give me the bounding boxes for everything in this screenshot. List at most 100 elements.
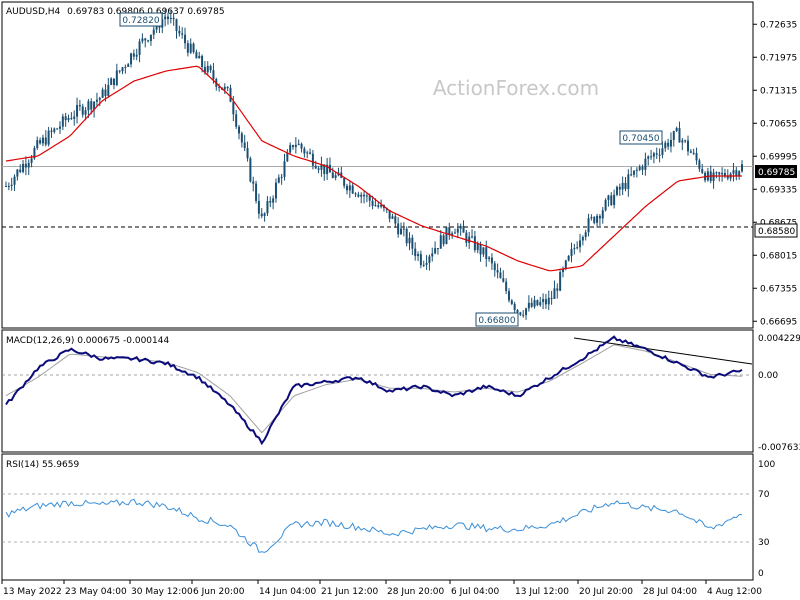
candle-body xyxy=(570,249,573,256)
candle-body xyxy=(124,66,127,68)
candle xyxy=(263,212,266,222)
candle-body xyxy=(701,168,704,173)
candle xyxy=(44,130,47,147)
candle xyxy=(348,181,351,198)
candle-body xyxy=(419,254,422,266)
candle xyxy=(50,127,53,139)
candle-body xyxy=(718,172,721,175)
candle-body xyxy=(735,170,738,176)
candle xyxy=(149,34,152,46)
candle xyxy=(13,174,16,192)
candle xyxy=(7,182,10,191)
candle-body xyxy=(354,193,357,195)
candle xyxy=(618,183,621,196)
candle xyxy=(462,220,465,233)
time-tick-label: 6 Jun 20:00 xyxy=(193,587,245,597)
candles xyxy=(5,8,743,320)
time-tick-label: 21 Jun 12:00 xyxy=(321,587,378,597)
support-level-tag: 0.68580 xyxy=(754,223,798,238)
candle xyxy=(209,64,212,73)
candle-body xyxy=(627,174,630,190)
support-level-text: 0.68580 xyxy=(758,227,795,237)
symbol-timeframe: AUDUSD,H4 xyxy=(6,7,61,17)
candle xyxy=(726,169,729,181)
candle xyxy=(397,217,400,238)
candle-body xyxy=(277,177,280,183)
candle-body xyxy=(658,154,661,156)
candle-body xyxy=(104,89,107,96)
candle-body xyxy=(567,255,570,261)
candle xyxy=(576,241,579,250)
candle xyxy=(607,194,610,207)
candle-body xyxy=(468,236,471,243)
price-tick-label: 0.69335 xyxy=(760,185,797,195)
candle xyxy=(64,112,67,127)
candle xyxy=(721,167,724,182)
time-tick-label: 14 Jun 04:00 xyxy=(259,587,316,597)
candle xyxy=(238,124,241,140)
candle xyxy=(561,266,564,278)
candle-body xyxy=(613,194,616,206)
candle xyxy=(130,52,133,68)
candle xyxy=(229,84,232,103)
candle-body xyxy=(260,213,263,216)
candle-body xyxy=(178,30,181,34)
candle xyxy=(493,260,496,277)
candle-body xyxy=(667,142,670,147)
candle xyxy=(181,27,184,39)
candle xyxy=(240,131,243,148)
candle xyxy=(615,185,618,197)
candle-body xyxy=(641,166,644,170)
candle xyxy=(584,229,587,241)
candle xyxy=(112,78,115,90)
candle xyxy=(323,164,326,181)
candle-body xyxy=(664,142,667,149)
rsi-label: RSI(14) 55.9659 xyxy=(6,460,79,470)
candle xyxy=(715,171,718,179)
candle xyxy=(357,191,360,198)
candle-body xyxy=(715,172,718,174)
time-tick-label: 28 Jul 04:00 xyxy=(643,587,697,597)
price-tick-label: 0.70655 xyxy=(760,119,797,129)
candle-body xyxy=(723,172,726,177)
candle-body xyxy=(283,161,286,177)
candle-body xyxy=(30,158,33,163)
candle-body xyxy=(95,99,98,102)
candle-body xyxy=(203,67,206,73)
candle-body xyxy=(130,53,133,65)
candle-body xyxy=(377,205,380,207)
candle-body xyxy=(391,216,394,219)
symbol-header: AUDUSD,H4 0.69783 0.69806 0.69637 0.6978… xyxy=(6,7,225,17)
candle xyxy=(132,49,135,60)
rsi-tick-0: 0 xyxy=(758,569,764,579)
candle-body xyxy=(36,140,39,149)
high-annotation-label: 0.72820 xyxy=(122,16,159,26)
candle xyxy=(246,141,249,162)
candle xyxy=(621,176,624,196)
candle-body xyxy=(655,153,658,155)
candle-body xyxy=(274,182,277,199)
candle-body xyxy=(360,194,363,197)
candle-body xyxy=(144,38,147,41)
candle xyxy=(277,174,280,184)
candle-body xyxy=(280,176,283,178)
candle xyxy=(482,247,485,257)
candle-body xyxy=(323,164,326,175)
candle-body xyxy=(127,64,130,67)
candle xyxy=(587,213,590,237)
candle-body xyxy=(90,101,93,110)
candle-body xyxy=(505,281,508,292)
candle-body xyxy=(669,139,672,147)
candle-body xyxy=(374,205,377,207)
price-axis: 0.72635 0.71975 0.71315 0.70655 0.69995 0.693… xyxy=(753,20,797,327)
candle-body xyxy=(698,160,701,169)
price-tick-label: 0.71975 xyxy=(760,53,797,63)
candle-body xyxy=(292,145,295,148)
candle-body xyxy=(98,97,101,100)
candle-body xyxy=(73,116,76,119)
candle xyxy=(73,110,76,126)
candle xyxy=(544,293,547,309)
candle xyxy=(317,165,320,174)
low-annotation: 0.66800 xyxy=(475,312,519,327)
candle-body xyxy=(132,53,135,57)
